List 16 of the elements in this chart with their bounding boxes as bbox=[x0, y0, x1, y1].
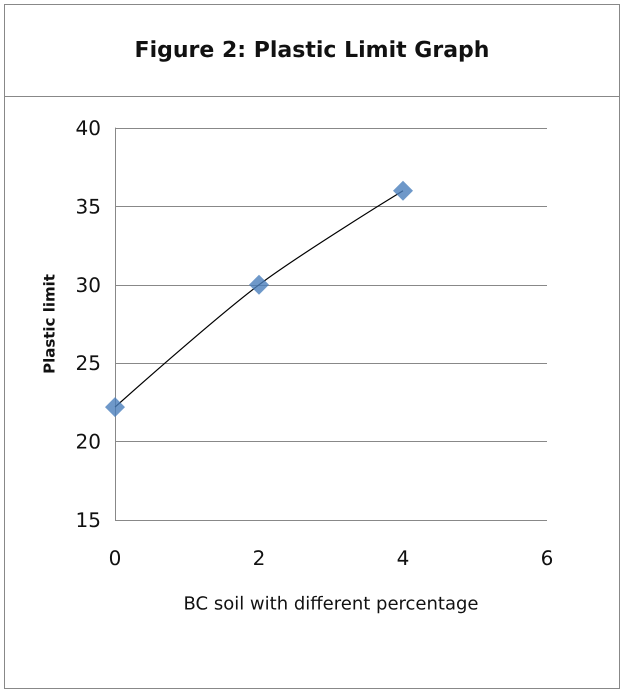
x-tick-label: 2 bbox=[252, 546, 266, 570]
x-tick-label: 4 bbox=[396, 546, 410, 570]
y-tick-label: 30 bbox=[76, 272, 101, 297]
x-tick-label: 0 bbox=[108, 546, 122, 570]
y-tick-label: 35 bbox=[76, 194, 101, 218]
point bbox=[249, 274, 269, 295]
point bbox=[393, 180, 413, 201]
point bbox=[105, 397, 125, 418]
y-tick-label: 15 bbox=[76, 508, 101, 532]
y-tick-label: 40 bbox=[76, 116, 101, 140]
y-tick-label: 25 bbox=[76, 351, 101, 376]
x-axis-title: BC soil with different percentage bbox=[184, 594, 478, 614]
y-axis-title: Plastic limit bbox=[40, 274, 58, 374]
chart-title: Figure 2: Plastic Limit Graph bbox=[5, 5, 619, 97]
y-tick-label: 20 bbox=[76, 430, 101, 454]
x-tick-label: 6 bbox=[540, 546, 554, 570]
